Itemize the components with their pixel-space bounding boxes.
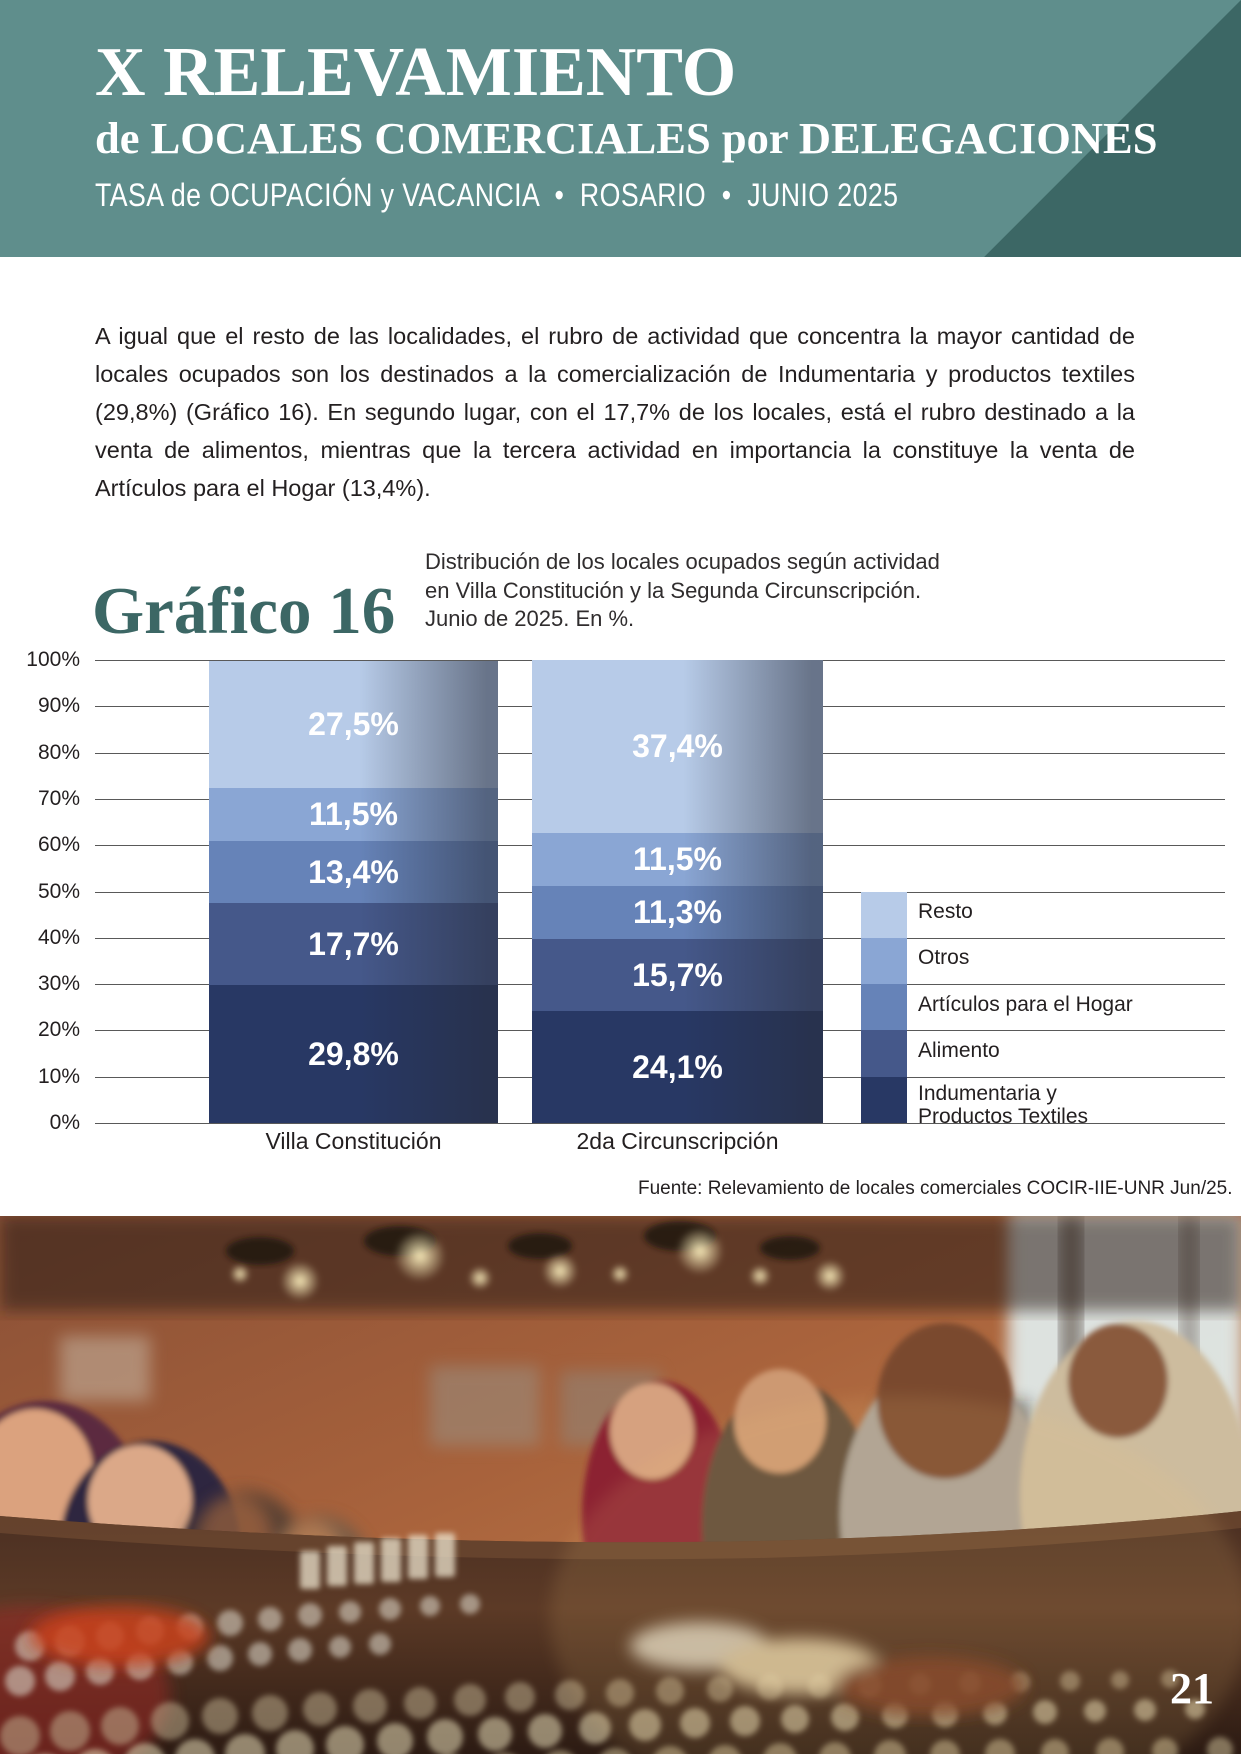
- svg-text:21: 21: [1170, 1664, 1214, 1713]
